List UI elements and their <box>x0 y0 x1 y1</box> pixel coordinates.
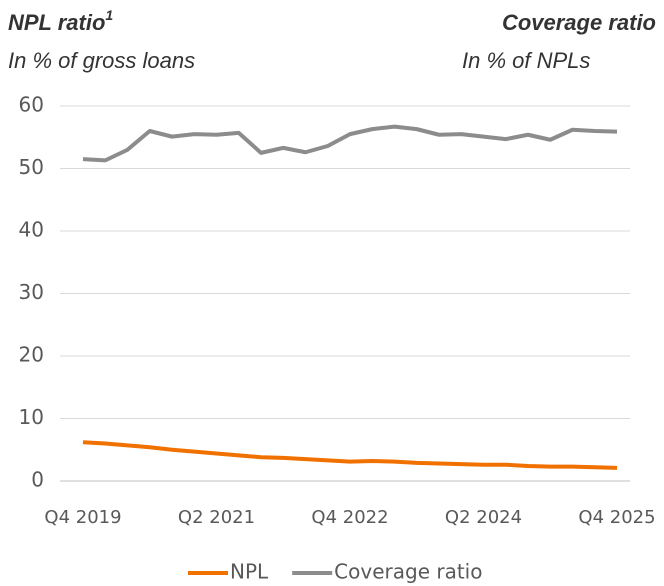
right-subtitle: In % of NPLs <box>462 48 590 73</box>
title-superscript: 1 <box>105 7 113 23</box>
x-tick-label: Q4 2022 <box>311 507 388 528</box>
series-line <box>82 440 618 470</box>
chart-subtitle: In % of gross loans <box>8 48 195 73</box>
y-tick-label: 50 <box>19 155 44 179</box>
x-tick-label: Q2 2024 <box>445 507 522 528</box>
y-tick-label: 0 <box>31 468 44 492</box>
legend-label: NPL <box>230 560 269 584</box>
title-text: NPL ratio <box>8 10 105 35</box>
right-title: Coverage ratio <box>502 10 656 35</box>
x-tick-label: Q4 2025 <box>578 507 655 528</box>
y-tick-label: 40 <box>19 218 44 242</box>
y-tick-label: 20 <box>19 343 44 367</box>
y-tick-label: 30 <box>19 280 44 304</box>
chart-title: NPL ratio1 <box>8 7 113 35</box>
x-tick-label: Q2 2021 <box>178 507 255 528</box>
legend-label: Coverage ratio <box>334 560 482 584</box>
y-tick-label: 10 <box>19 405 44 429</box>
x-tick-label: Q4 2019 <box>44 507 121 528</box>
y-tick-label: 60 <box>19 93 44 117</box>
series-line <box>82 124 618 163</box>
